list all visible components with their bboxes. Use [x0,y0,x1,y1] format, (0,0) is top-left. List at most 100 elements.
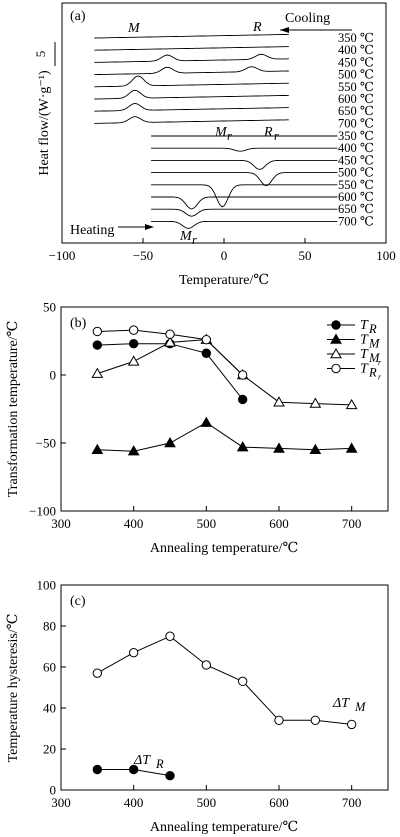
heating-curve-label: 550 ℃ [338,178,374,192]
data-point [237,676,248,687]
legend-label: T [360,318,369,333]
cooling-curve-label: 500 ℃ [338,68,374,82]
legend-label-subsub: r [378,373,382,382]
x-tick-label: 600 [269,516,289,531]
x-tick-label: 700 [342,795,362,810]
heating-curve-label: 450 ℃ [338,153,374,167]
data-point [309,397,322,408]
panel-b-y-label: Transformation temperature/℃ [6,321,21,498]
series-label-dtr: ΔT R [133,753,164,771]
y-tick-label: 100 [37,578,57,593]
x-tick-label: 400 [124,516,144,531]
peak-label-rr: R r [263,125,279,143]
series-line [97,635,352,725]
data-point [91,367,104,378]
svg-text:r: r [227,129,232,143]
data-point [237,394,248,405]
x-tick-label: 300 [51,516,71,531]
legend-label-sub: M [368,337,380,351]
data-point [128,339,139,349]
svg-text:R: R [263,125,273,140]
heating-arrow-head [145,224,154,230]
svg-text:R: R [155,757,164,771]
data-point [200,416,213,427]
panel-b-frame [60,306,389,512]
x-tick-label: 700 [342,516,362,531]
panel-b-x-label: Annealing temperature/℃ [150,541,298,556]
series-line [97,422,352,452]
panel-c-series [92,631,357,781]
peak-label-mr-upper: M r [214,125,232,143]
heating-curve [151,220,338,229]
y-tick-label: −100 [29,504,56,519]
peak-label-m-cooling: M [127,21,141,36]
svg-text:M: M [179,229,193,244]
svg-text:ΔT: ΔT [332,696,350,711]
legend-label: T [360,362,369,377]
legend-label-sub: R [368,322,377,336]
data-point [273,442,285,453]
cooling-curve-label: 450 ℃ [338,55,374,69]
legend-label-sub: R [368,366,377,380]
panel-c-frame [60,584,389,791]
heating-curve [151,159,338,170]
cooling-curve-label: 550 ℃ [338,80,374,94]
cooling-arrow-head [280,27,289,33]
data-point [345,442,358,453]
data-point [346,719,357,730]
y-tick-label: 0 [50,783,57,798]
data-point [309,443,322,455]
data-point [201,334,212,345]
data-point [91,443,104,455]
heating-curve-label: 700 ℃ [338,214,374,228]
data-point [345,398,358,410]
cooling-curve-label: 400 ℃ [338,43,374,57]
panel-c-x-label: Annealing temperature/℃ [150,820,298,835]
data-point [92,668,103,678]
peak-label-mr-lower: M r [179,229,197,247]
svg-text:M: M [214,125,228,140]
data-point [164,436,176,448]
data-point [274,715,284,725]
legend-marker [331,320,341,330]
cooling-curve [94,53,289,63]
data-point [310,715,321,725]
panel-b-series [91,325,358,456]
panel-c-label: (c) [70,594,86,609]
data-point [128,764,139,775]
data-point [165,770,175,781]
data-point [201,348,212,358]
panel-a-x-tick-label: 100 [376,248,396,263]
heating-curve-label: 350 ℃ [338,129,374,143]
panel-a-x-tick-label: −100 [49,248,76,263]
data-point [128,647,139,658]
heating-curve-label: 650 ℃ [338,202,374,216]
series-line [97,343,244,400]
data-point [165,631,175,641]
heating-curve [151,147,338,152]
x-tick-label: 500 [197,516,217,531]
panel-a-label: (a) [70,9,86,24]
data-point [236,441,249,452]
cooling-curve [94,33,289,39]
data-point [273,396,285,407]
legend-marker [330,347,342,359]
heating-curve-label: 400 ℃ [338,141,374,155]
legend-label-subsub: r [378,358,382,367]
heating-curve-label: 500 ℃ [338,166,374,180]
legend-marker [331,363,341,374]
heating-curve-label: 600 ℃ [338,190,374,204]
data-point [128,325,139,335]
data-point [127,445,140,456]
y-tick-label: 50 [43,300,56,315]
legend-marker [330,333,342,344]
heating-curve [151,184,338,208]
x-tick-label: 500 [197,795,217,810]
y-tick-label: −50 [36,436,56,451]
x-tick-label: 400 [124,795,144,810]
heating-curve [151,208,338,217]
svg-text:r: r [274,129,279,143]
peak-label-r-cooling: R [252,20,262,35]
cooling-curve [94,66,289,76]
